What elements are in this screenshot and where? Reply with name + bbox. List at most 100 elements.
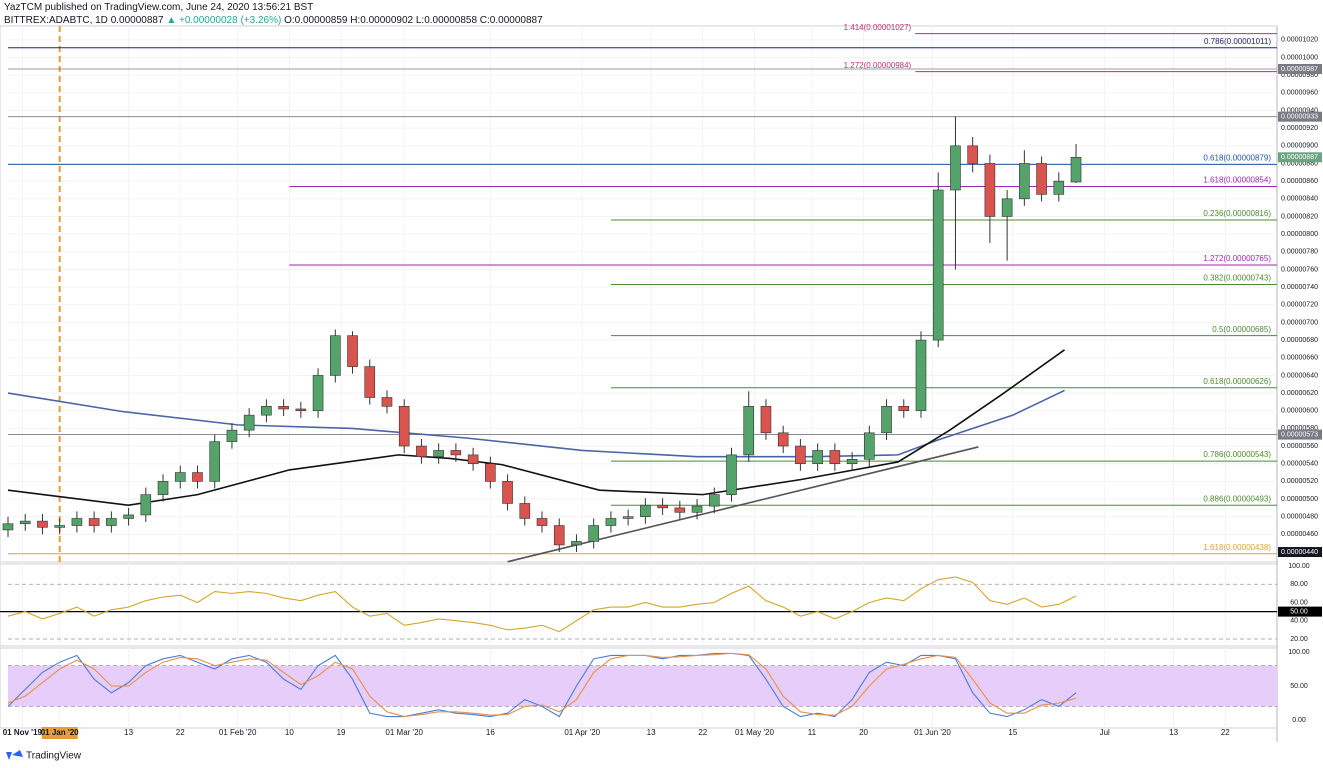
candle-body bbox=[777, 432, 789, 447]
candle-body bbox=[536, 518, 548, 526]
symbol-line: BITTREX:ADABTC, 1D 0.00000887 ▲ +0.00000… bbox=[4, 15, 543, 26]
candle-body bbox=[467, 454, 479, 465]
series-line bbox=[7, 652, 1077, 718]
y-tick-label: 0.00000940 bbox=[1281, 107, 1318, 114]
x-tick-label: 20 bbox=[859, 728, 868, 737]
candle-body bbox=[157, 481, 169, 495]
candle-body bbox=[674, 507, 686, 513]
candle-body bbox=[743, 406, 755, 456]
fib-label: 0.618(0.00000879) bbox=[1203, 153, 1271, 162]
y-tick-label: 0.00000960 bbox=[1281, 90, 1318, 97]
candle-body bbox=[950, 145, 961, 191]
candle-body bbox=[1019, 163, 1030, 200]
candle-body bbox=[278, 406, 289, 410]
y-tick-label: 0.00000840 bbox=[1281, 196, 1318, 203]
candle-body bbox=[364, 366, 376, 398]
logo bbox=[6, 750, 23, 760]
y-tick-label: 40.00 bbox=[1290, 618, 1308, 625]
y-tick-label: 20.00 bbox=[1290, 636, 1308, 643]
candle-body bbox=[812, 450, 823, 465]
candle-body bbox=[502, 481, 513, 504]
y-tick-label: 100.00 bbox=[1288, 649, 1310, 656]
candle-body bbox=[433, 450, 444, 457]
fib-label: 1.618(0.00000438) bbox=[1203, 543, 1271, 552]
candle-body bbox=[657, 504, 668, 509]
candle-body bbox=[88, 518, 100, 526]
candle-body bbox=[398, 406, 410, 447]
y-tick-label: 0.00000740 bbox=[1281, 284, 1318, 291]
fib-label: 1.618(0.00000854) bbox=[1203, 176, 1271, 185]
band-fill bbox=[8, 665, 1277, 707]
x-tick-label: 13 bbox=[647, 728, 656, 737]
candle-body bbox=[226, 429, 238, 442]
y-tick-label: 0.00000980 bbox=[1281, 72, 1318, 79]
candle-body bbox=[708, 494, 720, 507]
candle-body bbox=[898, 406, 910, 412]
x-tick-label: 16 bbox=[486, 728, 495, 737]
y-tick-label: 0.00000880 bbox=[1281, 160, 1318, 167]
fib-label: 1.414(0.00001027) bbox=[844, 23, 912, 32]
y-tick-label: 0.00000500 bbox=[1281, 496, 1318, 503]
x-tick-label: 13 bbox=[124, 728, 133, 737]
y-tick-label: 0.00000800 bbox=[1281, 231, 1318, 238]
x-tick-label: 01 Feb '20 bbox=[219, 728, 257, 737]
candle-body bbox=[19, 520, 31, 525]
candle-body bbox=[312, 375, 324, 412]
candle-body bbox=[881, 406, 892, 434]
ohlc: O:0.00000859 H:0.00000902 L:0.00000858 C… bbox=[284, 15, 543, 26]
candle-body bbox=[209, 441, 221, 482]
y-tick-label: 0.00000640 bbox=[1281, 372, 1318, 379]
x-tick-label: 01 May '20 bbox=[735, 728, 774, 737]
x-tick-label: 01 Nov '19 bbox=[3, 728, 43, 737]
candle-body bbox=[450, 450, 462, 456]
x-tick-label: 22 bbox=[1221, 728, 1230, 737]
fib-label: 0.618(0.00000626) bbox=[1203, 377, 1271, 386]
y-tick-label: 0.00000540 bbox=[1281, 461, 1318, 468]
footer-brand: TradingView bbox=[26, 751, 82, 762]
y-tick-label: 0.00000780 bbox=[1281, 249, 1318, 256]
price-marker bbox=[1278, 429, 1322, 440]
y-tick-label: 0.00001000 bbox=[1281, 54, 1318, 61]
y-tick-label: 0.00000580 bbox=[1281, 425, 1318, 432]
price-marker-label: 0.00000933 bbox=[1281, 114, 1318, 121]
x-tick-label: 15 bbox=[1008, 728, 1017, 737]
candle-body bbox=[932, 189, 944, 341]
candle-body bbox=[519, 503, 531, 519]
candle-body bbox=[553, 525, 565, 546]
price-change: ▲ +0.00000028 (+3.26%) bbox=[166, 15, 282, 26]
x-tick-label: 13 bbox=[1169, 728, 1178, 737]
x-tick-label: 01 Apr '20 bbox=[564, 728, 600, 737]
candle-body bbox=[347, 335, 358, 367]
candle-body bbox=[485, 463, 496, 482]
candle-body bbox=[864, 432, 875, 460]
candle-body bbox=[123, 514, 134, 519]
y-tick-label: 0.00000680 bbox=[1281, 337, 1318, 344]
candle-body bbox=[1001, 198, 1013, 217]
candle-body bbox=[726, 454, 737, 495]
fib-label: 1.272(0.00000984) bbox=[844, 61, 912, 70]
candle-body bbox=[760, 406, 772, 434]
indicator-line bbox=[507, 446, 979, 563]
candle-body bbox=[1070, 157, 1082, 183]
y-tick-label: 0.00000560 bbox=[1281, 443, 1318, 450]
candle-body bbox=[295, 408, 307, 412]
x-tick-label: 19 bbox=[337, 728, 346, 737]
candle-body bbox=[174, 472, 186, 482]
price-marker-label: 0.00000987 bbox=[1281, 66, 1318, 73]
candle-body bbox=[1053, 180, 1065, 195]
fib-label: 1.272(0.00000765) bbox=[1203, 254, 1271, 263]
x-tick-label: Jul bbox=[1100, 728, 1110, 737]
x-tick-highlight bbox=[41, 727, 78, 739]
fib-label: 0.382(0.00000743) bbox=[1203, 274, 1271, 283]
candle-body bbox=[691, 505, 703, 513]
price-marker-label: 0.00000440 bbox=[1281, 549, 1318, 556]
candle-body bbox=[54, 525, 65, 528]
y-tick-label: 0.00000900 bbox=[1281, 143, 1318, 150]
y-tick-label: 0.00000860 bbox=[1281, 178, 1318, 185]
y-tick-label: 60.00 bbox=[1290, 599, 1308, 606]
x-tick-label: 22 bbox=[176, 728, 185, 737]
candle-body bbox=[829, 450, 841, 465]
candle-body bbox=[984, 163, 996, 217]
price-marker bbox=[1278, 547, 1322, 558]
